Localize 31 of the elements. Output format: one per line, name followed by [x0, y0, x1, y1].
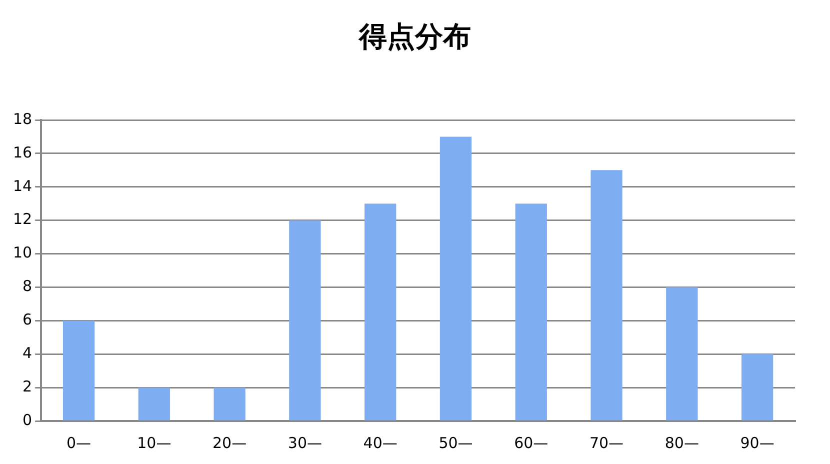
y-tick-label: 0: [22, 410, 32, 429]
x-tick-label: 20—: [212, 434, 247, 452]
bar: [62, 320, 95, 420]
bar: [138, 388, 170, 420]
bar: [515, 204, 547, 420]
bar: [214, 388, 246, 420]
x-tick-label: 90—: [740, 434, 774, 452]
x-tick-label: 40—: [363, 434, 398, 452]
y-tick-label: 16: [12, 143, 32, 162]
bar: [289, 220, 321, 420]
y-tick-label: 10: [12, 244, 32, 262]
x-tick-label: 30—: [288, 434, 322, 452]
y-tick-label: 14: [12, 176, 32, 195]
y-tick-label: 6: [22, 310, 32, 329]
bar: [440, 136, 472, 420]
chart-title: 得点分布: [357, 19, 472, 55]
bar: [590, 170, 622, 420]
y-tick-label: 18: [12, 110, 32, 128]
x-tick-label: 80—: [664, 434, 699, 452]
x-tick-label: 50—: [438, 434, 473, 452]
y-tick-label: 12: [12, 210, 32, 228]
bar: [364, 204, 396, 420]
bar: [666, 287, 698, 420]
x-tick-label: 10—: [137, 434, 172, 452]
x-tick-label: 70—: [589, 434, 624, 452]
y-tick-label: 8: [22, 277, 32, 296]
y-tick-label: 2: [22, 377, 32, 396]
x-tick-label: 0—: [66, 434, 92, 452]
x-tick-label: 60—: [514, 434, 548, 452]
y-tick-label: 4: [22, 344, 32, 362]
bar: [741, 354, 774, 420]
